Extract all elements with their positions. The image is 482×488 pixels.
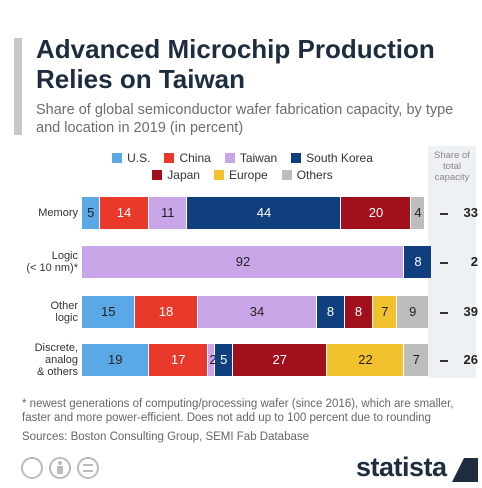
value-label: 22 [358, 352, 373, 367]
share-dash [440, 262, 448, 264]
share-header: Share of total capacity [434, 150, 470, 183]
legend-label: South Korea [306, 150, 373, 165]
legend-swatch [281, 169, 292, 180]
legend-item: U.S. [112, 151, 150, 165]
footnote: * newest generations of computing/proces… [22, 398, 454, 424]
legend-item: Taiwan [224, 150, 278, 165]
bar-segment [99, 197, 148, 229]
value-label: 15 [101, 304, 116, 319]
chart-subtitle: Share of global semiconductor wafer fabr… [36, 102, 454, 136]
bar-segment [215, 344, 232, 376]
license-icons [21, 457, 99, 479]
value-label: 8 [326, 304, 335, 319]
legend-swatch [224, 152, 235, 163]
bar-segment [148, 344, 207, 376]
bar-segment [148, 197, 186, 229]
accent-bar [14, 38, 22, 135]
value-label: 9 [409, 304, 417, 319]
bar-segment [82, 296, 134, 328]
share-dash [440, 360, 448, 362]
value-label: 2 [209, 352, 217, 367]
source: Sources: Boston Consulting Group, SEMI F… [22, 431, 310, 443]
legend-item: Europe [213, 167, 268, 182]
legend-item: Others [281, 167, 333, 182]
value-label: 4 [414, 205, 422, 220]
value-label: 19 [108, 352, 123, 367]
value-label: 92 [235, 254, 251, 269]
brand: statista [356, 452, 447, 482]
bar-segment [82, 344, 148, 376]
value-label: 8 [414, 254, 422, 269]
legend-swatch [164, 152, 175, 163]
chart-title: Advanced Microchip Production Relies on … [36, 34, 435, 94]
value-label: 5 [220, 352, 228, 367]
legend-item: South Korea [291, 151, 373, 165]
share-value: 33 [463, 205, 478, 220]
value-label: 34 [249, 304, 265, 319]
legend-label: Europe [228, 167, 268, 182]
value-label: 11 [161, 205, 175, 220]
legend: U.S. China Taiwan South Korea Japan Europe Oth… [60, 149, 425, 183]
value-label: 44 [256, 205, 272, 220]
share-value: 39 [463, 304, 478, 319]
legend-swatch [213, 169, 224, 180]
bar-segment [232, 344, 326, 376]
share-value: 26 [463, 352, 478, 367]
legend-label: U.S. [127, 150, 151, 165]
share-dash [440, 213, 448, 215]
legend-item: China [164, 150, 211, 165]
legend-label: Japan [167, 167, 200, 182]
category-label: Memory [38, 207, 78, 219]
value-label: 5 [87, 205, 95, 220]
bar-segment [397, 296, 428, 328]
share-value: 2 [470, 254, 478, 269]
bar-segment [208, 344, 214, 376]
bar-segment [82, 197, 99, 229]
bar-segment [197, 296, 316, 328]
value-label: 18 [158, 304, 174, 319]
value-label: 27 [272, 352, 287, 367]
bar-segment [344, 296, 372, 328]
legend-swatch [112, 152, 123, 163]
share-column [428, 146, 476, 378]
value-label: 7 [412, 352, 420, 367]
legend-swatch [152, 169, 163, 180]
value-label: 20 [368, 205, 384, 220]
bar-segment [187, 197, 340, 229]
bar-segment [372, 296, 396, 328]
legend-swatch [291, 152, 302, 163]
brand-logo [452, 458, 478, 482]
legend-label: Others [296, 167, 333, 182]
value-label: 17 [171, 352, 186, 367]
share-dash [440, 312, 448, 314]
bar-segment [327, 344, 403, 376]
bar-segment [341, 197, 410, 229]
legend-label: Taiwan [239, 150, 278, 165]
bar-segment [316, 296, 344, 328]
bar-segment [82, 246, 403, 278]
category-label: Discrete, analog & others [34, 342, 78, 378]
legend-label: China [179, 150, 211, 165]
bar-segment [411, 197, 424, 229]
bar-segment [404, 246, 431, 278]
legend-item: Japan [152, 168, 200, 182]
bar-segment [404, 344, 428, 376]
category-label: Logic (< 10 nm)* [26, 250, 78, 274]
value-label: 8 [354, 304, 363, 319]
bar-segment [134, 296, 197, 328]
category-label: Other logic [50, 300, 78, 324]
value-label: 7 [381, 304, 389, 319]
value-label: 14 [116, 205, 132, 220]
